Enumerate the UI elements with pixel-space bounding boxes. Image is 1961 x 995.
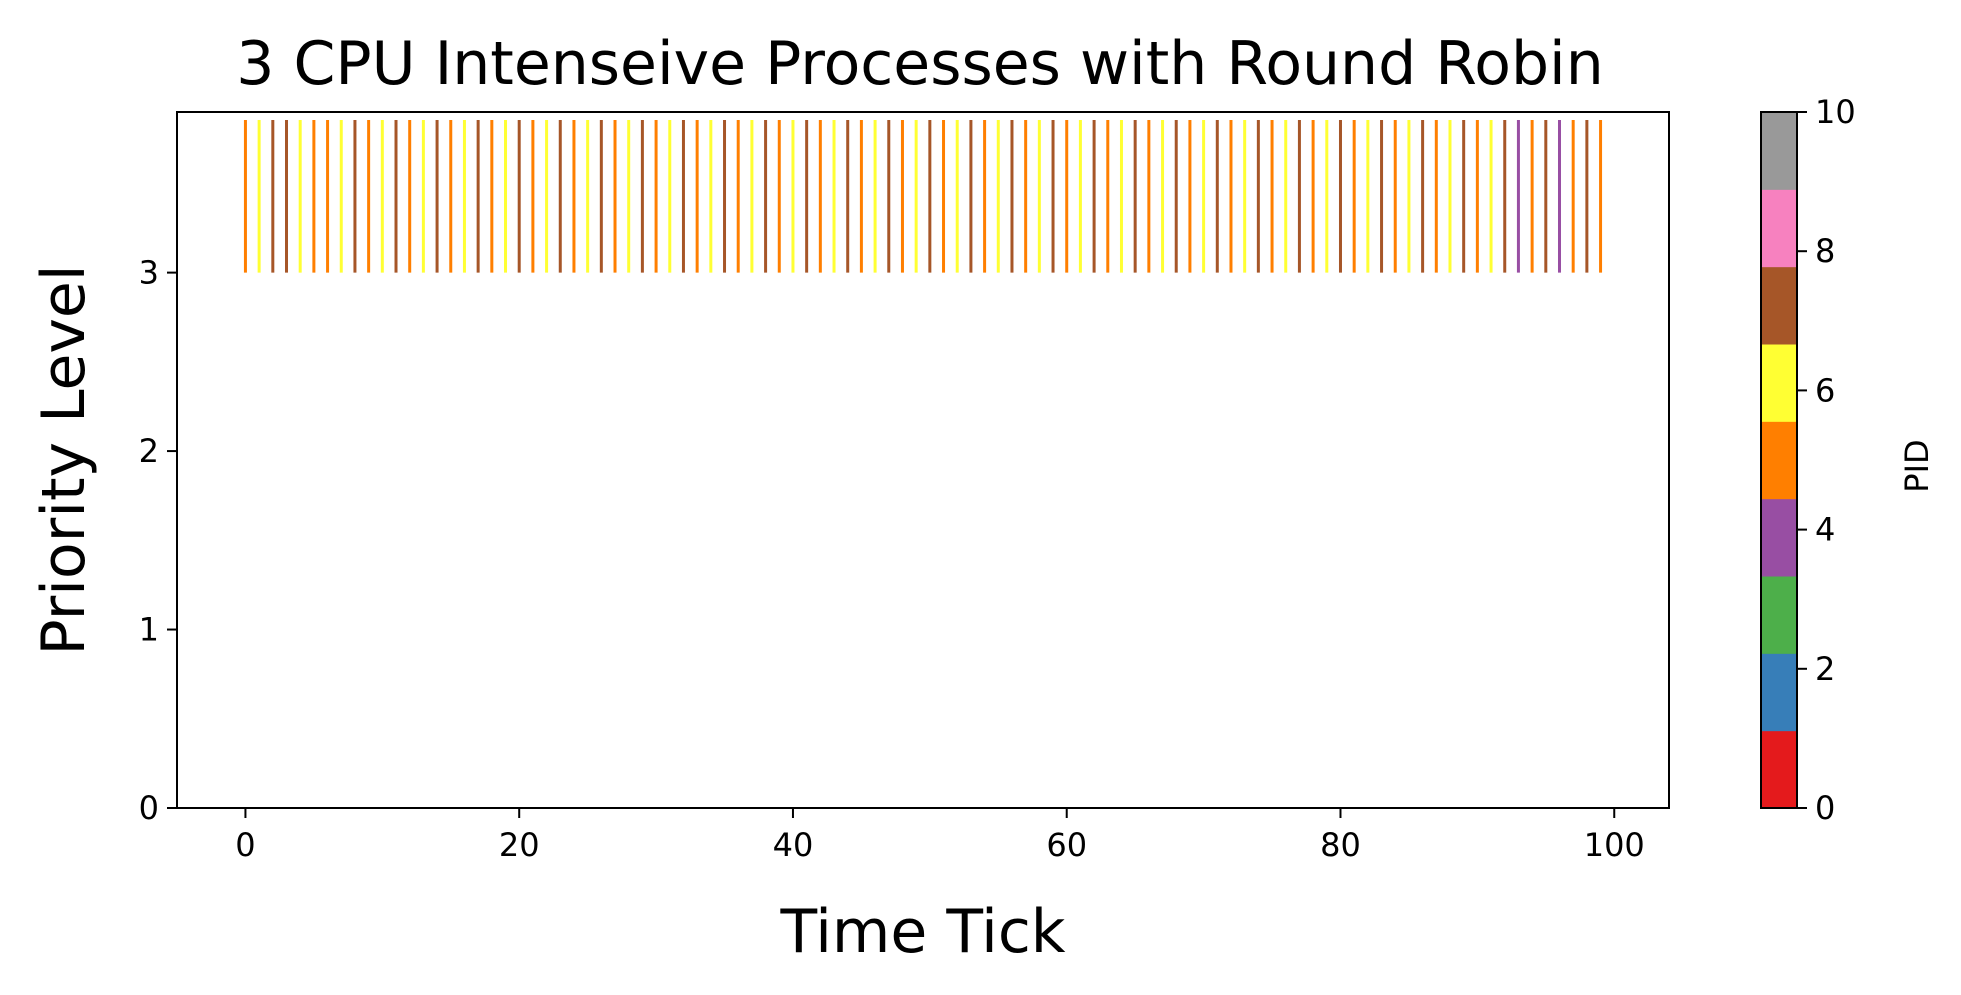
x-tick-label: 0 bbox=[235, 826, 255, 864]
x-tick-label: 60 bbox=[1046, 826, 1087, 864]
colorbar-segment bbox=[1761, 344, 1797, 422]
colorbar-segment bbox=[1761, 576, 1797, 654]
x-axis-ticks: 0 20 40 60 80 100 bbox=[235, 808, 1645, 864]
colorbar-tick-label: 10 bbox=[1815, 93, 1856, 131]
plot-area: 0 20 40 60 80 100 0 1 2 3 bbox=[139, 111, 1670, 864]
colorbar-segment bbox=[1761, 421, 1797, 500]
colorbar-tick-label: 0 bbox=[1815, 789, 1835, 827]
colorbar-tick-label: 2 bbox=[1815, 650, 1835, 688]
colorbar bbox=[1760, 111, 1798, 809]
colorbar-segment bbox=[1761, 730, 1797, 809]
colorbar-segment bbox=[1761, 112, 1797, 190]
colorbar-segment bbox=[1761, 498, 1797, 577]
colorbar-segment bbox=[1761, 266, 1797, 345]
x-tick-label: 40 bbox=[773, 826, 814, 864]
y-tick-label: 1 bbox=[139, 611, 159, 649]
colorbar-tick-label: 6 bbox=[1815, 371, 1835, 409]
colorbar-ticks: 0 2 4 6 8 10 bbox=[1797, 93, 1856, 827]
chart-title: 3 CPU Intenseive Processes with Round Ro… bbox=[236, 29, 1603, 99]
y-axis-ticks: 0 1 2 3 bbox=[139, 254, 177, 827]
x-tick-label: 100 bbox=[1584, 826, 1645, 864]
colorbar-segment bbox=[1761, 189, 1797, 268]
plot-frame bbox=[176, 111, 1670, 809]
colorbar-tick-label: 8 bbox=[1815, 232, 1835, 270]
x-tick-label: 80 bbox=[1320, 826, 1361, 864]
x-axis-label: Time Tick bbox=[779, 897, 1065, 967]
y-tick-label: 3 bbox=[139, 254, 159, 292]
colorbar-label: PID bbox=[1898, 439, 1936, 492]
event-lines bbox=[243, 120, 1603, 273]
y-tick-label: 0 bbox=[139, 789, 159, 827]
colorbar-segment bbox=[1761, 653, 1797, 732]
y-tick-label: 2 bbox=[139, 432, 159, 470]
y-axis-label: Priority Level bbox=[29, 265, 99, 656]
colorbar-tick-label: 4 bbox=[1815, 511, 1835, 549]
x-tick-label: 20 bbox=[499, 826, 540, 864]
colorbar-frame bbox=[1760, 111, 1798, 809]
